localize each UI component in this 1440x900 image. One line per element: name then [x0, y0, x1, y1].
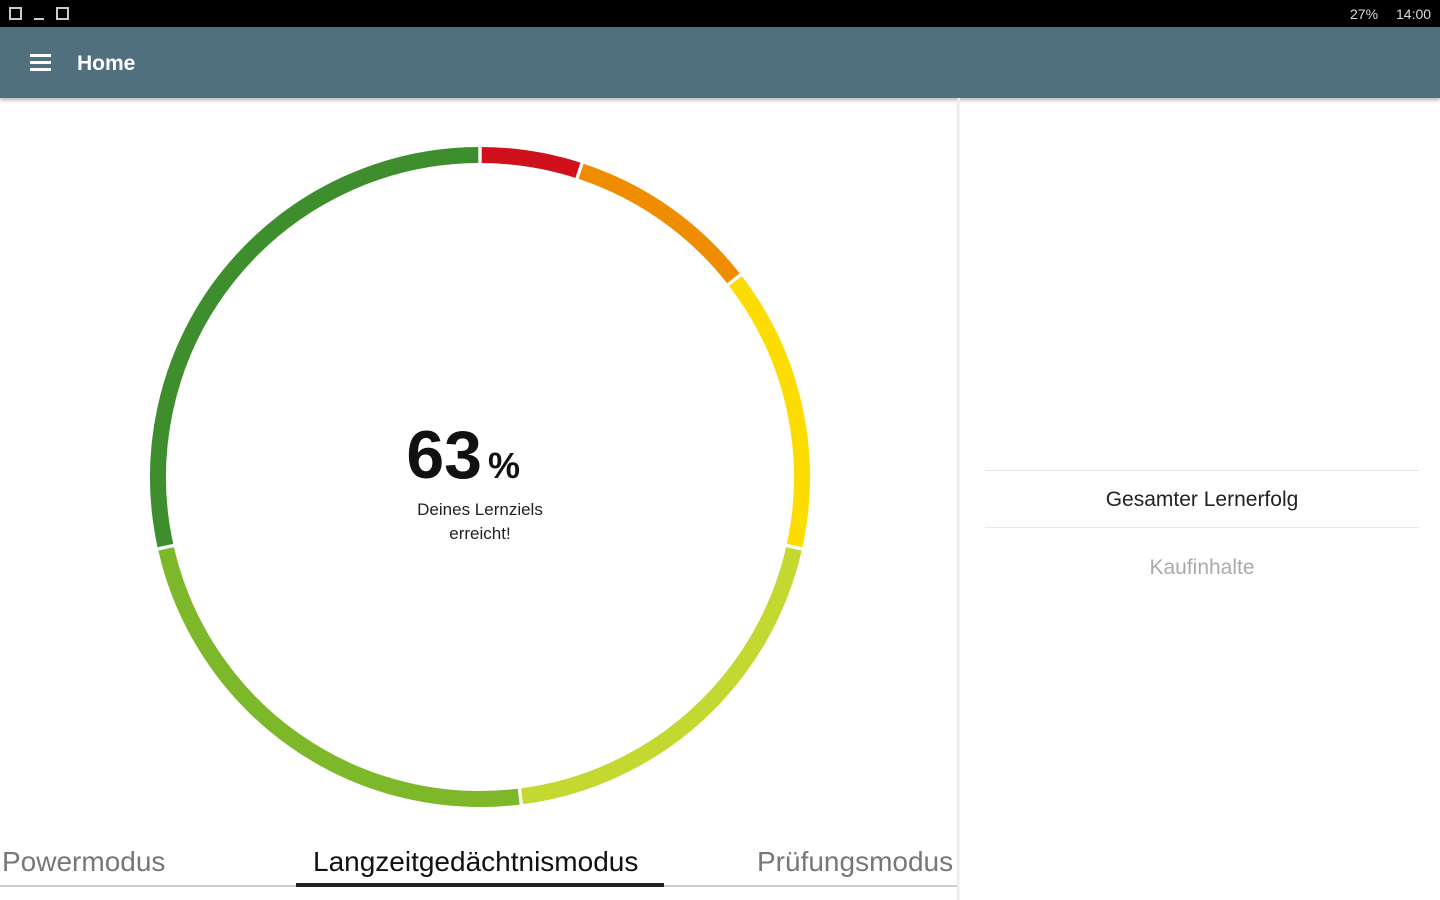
status-bar: 27% 14:00: [0, 0, 1440, 27]
center-caption: erreicht!: [449, 524, 510, 543]
center-unit: %: [488, 445, 520, 486]
app-bar: Home: [0, 27, 1440, 98]
tab[interactable]: Langzeitgedächtnismodus: [313, 846, 639, 877]
battery: 27%: [1350, 6, 1379, 22]
center-caption: Deines Lernziels: [417, 500, 543, 519]
menu-item[interactable]: Gesamter Lernerfolg: [1105, 488, 1299, 511]
status-icon: [34, 6, 44, 20]
donut-segment: [481, 147, 581, 178]
donut-segment: [729, 276, 810, 548]
donut-segment: [158, 547, 520, 807]
donut-segment: [520, 547, 802, 805]
center-value: 63: [406, 417, 482, 493]
app-title: Home: [77, 52, 136, 75]
menu-button[interactable]: [30, 54, 52, 72]
status-icon: [9, 7, 22, 20]
tab[interactable]: Prüfungsmodus: [757, 846, 954, 877]
tab-indicator: [296, 883, 664, 887]
tab[interactable]: Powermodus: [2, 846, 166, 877]
status-icon: [56, 7, 69, 20]
donut-chart: 63 % Deines Lernziels erreicht!: [150, 147, 810, 807]
donut-segment: [578, 163, 740, 284]
separator: [985, 527, 1419, 528]
divider: [957, 98, 960, 900]
menu-item[interactable]: Kaufinhalte: [1149, 556, 1255, 579]
donut-segment: [150, 147, 479, 548]
separator: [985, 470, 1419, 471]
time: 14:00: [1396, 6, 1432, 22]
